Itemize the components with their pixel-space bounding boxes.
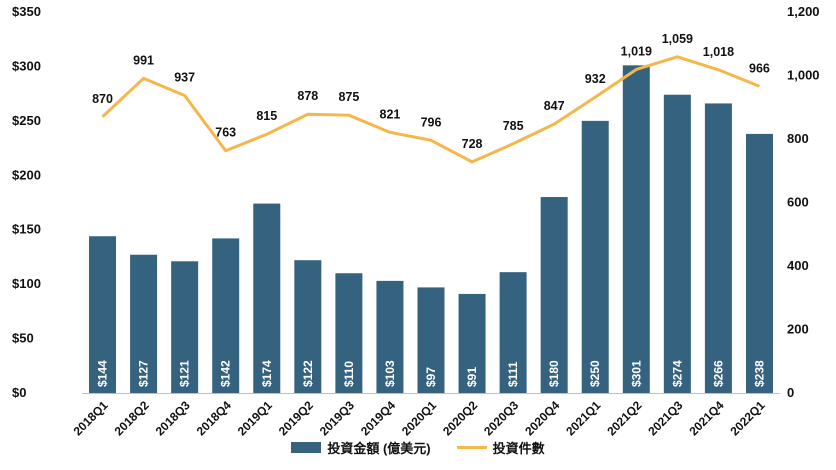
bar [171,261,199,393]
bar-value-label: $238 [752,360,766,387]
x-tick-label: 2021Q3 [645,398,685,436]
x-tick-label: 2019Q2 [276,398,316,436]
x-tick-label: 2019Q3 [317,398,357,436]
x-tick-label: 2021Q1 [563,398,603,436]
bar [458,293,486,393]
right-tick-label: 1,200 [787,4,820,19]
x-tick-label: 2018Q4 [194,398,234,436]
x-tick-label: 2018Q2 [112,398,152,436]
bar [212,238,240,393]
line-value-label: 815 [256,109,277,123]
bar [704,103,732,393]
x-tick-label: 2020Q4 [522,398,562,436]
right-tick-label: 0 [787,385,794,400]
x-tick-label: 2020Q2 [440,398,480,436]
line-value-label: 785 [503,119,524,133]
bar [622,65,650,393]
bar [130,254,158,393]
bar-value-label: $122 [301,360,315,387]
bar-series: $144 $127 $121 $142 $174 $122 $110 $103 $97 $91 $1… [89,65,773,394]
legend-label-count: 投資件數 [492,441,545,456]
line-value-label: 870 [92,92,113,106]
bar-value-label: $274 [670,360,684,387]
combo-chart: $0 $50 $100 $150 $200 $250 $300 $350 0 200 400 600… [12,4,820,436]
bar-value-label: $250 [588,360,602,387]
left-tick-label: $50 [12,331,34,346]
bar-value-label: $142 [219,360,233,387]
bar [294,260,322,393]
line-value-label: 937 [174,71,195,85]
bar [499,272,527,393]
line-value-label: 878 [297,89,318,103]
left-y-axis: $0 $50 $100 $150 $200 $250 $300 $350 [12,4,41,400]
bar-value-label: $103 [383,360,397,387]
line-value-label: 728 [462,137,483,151]
x-tick-label: 2020Q3 [481,398,521,436]
line-value-label: 932 [585,72,606,86]
right-y-axis: 0 200 400 600 800 1,000 1,200 [787,4,820,400]
bar-value-label: $301 [629,360,643,387]
bar [89,236,117,393]
bar [663,94,691,393]
bar [376,280,404,393]
x-tick-label: 2020Q1 [399,398,439,436]
line-value-label: 875 [338,90,359,104]
line-value-label: 1,059 [662,32,693,46]
line-series: 870 991 937 763 815 878 875 821 796 728 785 847 932 1… [92,32,770,164]
bar [540,197,568,393]
bar-value-label: $144 [96,360,110,387]
line-value-label: 763 [215,126,236,140]
bar [253,203,281,393]
bar-value-label: $121 [178,360,192,387]
x-tick-label: 2018Q3 [153,398,193,436]
x-tick-label: 2021Q2 [604,398,644,436]
right-tick-label: 800 [787,131,809,146]
x-tick-labels: 2018Q1 2018Q2 2018Q3 2018Q4 2019Q1 2019Q2 2019… [71,398,768,436]
left-tick-label: $350 [12,4,41,19]
left-tick-label: $100 [12,276,41,291]
right-tick-label: 1,000 [787,68,820,83]
x-tick-label: 2018Q1 [71,398,111,436]
count-line [101,55,761,164]
legend-swatch-bar [291,442,322,453]
bar-value-label: $127 [137,360,151,387]
bar-value-label: $97 [424,367,438,387]
bar [581,120,609,393]
bar-value-label: $110 [342,361,356,387]
line-value-label: 847 [544,99,565,113]
bar-value-label: $266 [711,360,725,387]
bar-value-label: $111 [506,361,520,387]
x-tick-label: 2019Q1 [235,398,275,436]
line-value-label: 821 [380,107,401,121]
legend: 投資金額 (億美元) 投資件數 [0,438,836,457]
line-value-label: 796 [421,115,442,129]
bar-value-label: $91 [465,367,479,387]
left-tick-label: $300 [12,58,41,73]
bar [745,133,773,394]
right-tick-label: 600 [787,195,809,210]
legend-label-amount: 投資金額 (億美元) [327,441,431,456]
right-tick-label: 200 [787,322,809,337]
left-tick-label: $150 [12,222,41,237]
left-tick-label: $250 [12,113,41,128]
bar [417,287,445,393]
bar [335,273,363,393]
legend-swatch-line [456,446,487,449]
bar-value-label: $180 [547,360,561,387]
legend-item-amount: 投資金額 (億美元) [291,438,431,457]
line-value-label: 991 [133,53,154,67]
left-tick-label: $200 [12,167,41,182]
legend-item-count: 投資件數 [456,438,545,457]
line-value-label: 1,019 [621,44,652,58]
line-value-label: 966 [749,61,770,75]
line-value-label: 1,018 [703,45,734,59]
left-tick-label: $0 [12,385,26,400]
bar-value-label: $174 [260,360,274,387]
x-tick-label: 2021Q4 [686,398,726,436]
right-tick-label: 400 [787,258,809,273]
x-tick-label: 2022Q1 [727,398,767,436]
x-tick-label: 2019Q4 [358,398,398,436]
